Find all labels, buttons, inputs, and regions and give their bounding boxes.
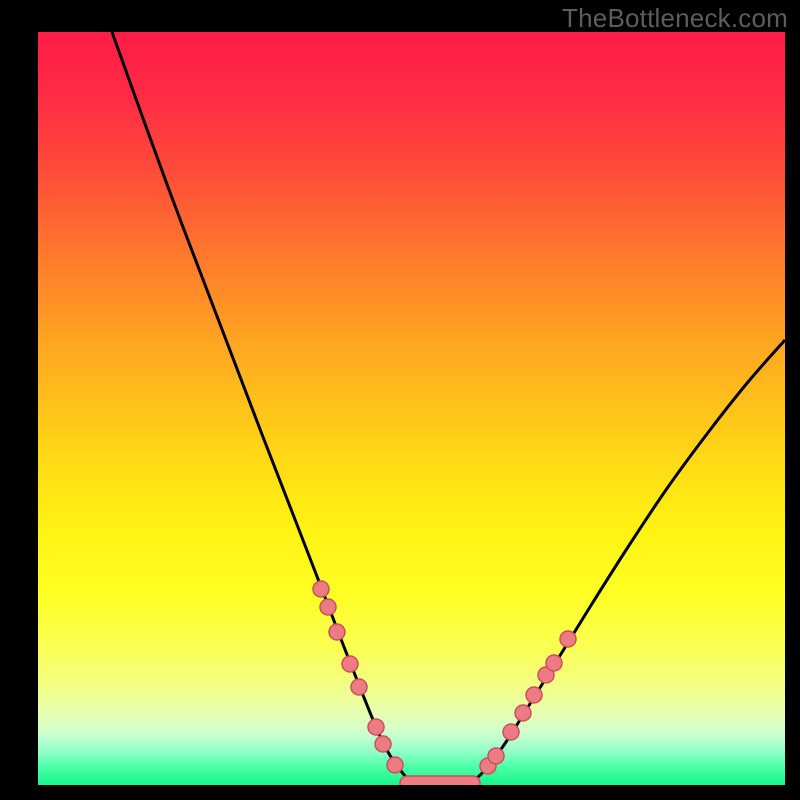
border-bottom <box>0 785 800 800</box>
chart-border <box>0 0 800 800</box>
border-right <box>785 0 800 800</box>
border-left <box>0 0 38 800</box>
watermark-text: TheBottleneck.com <box>562 3 788 34</box>
chart-frame: TheBottleneck.com <box>0 0 800 800</box>
